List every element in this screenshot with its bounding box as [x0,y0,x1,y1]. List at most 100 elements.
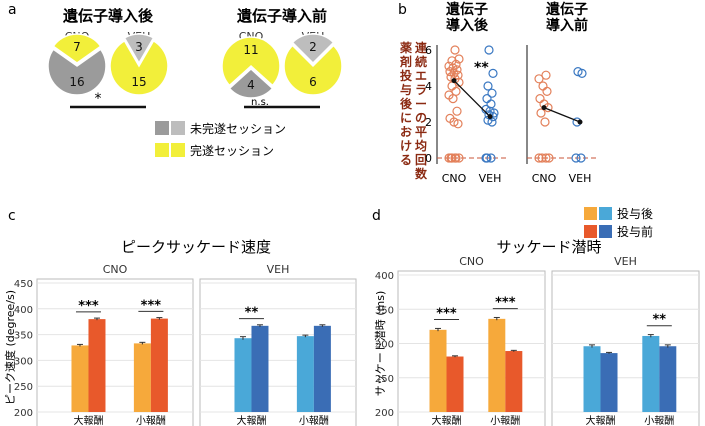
scatter-ylabel-char: お [400,125,412,139]
pie-wedge [291,33,335,65]
bar-ylabel: ピーク速度 (degree/s) [3,290,17,405]
pie-value-label: 11 [243,43,258,57]
bar [505,351,523,412]
bar-ytick-label: 300 [375,340,394,351]
pie-legend-swatch [155,143,169,157]
bar-category-label: 小報酬 [299,415,329,426]
scatter-ylabel-char: 均 [415,138,427,153]
scatter-ylabel-char: 平 [415,125,427,139]
pie-value-label: 6 [309,75,317,89]
legend-swatch-veh-after [599,207,612,220]
scatter-point-cno [450,153,460,163]
scatter-point-cno [538,81,548,91]
legend-after-label: 投与後 [617,206,653,221]
scatter-point-veh [571,153,581,163]
significance-label: n.s. [251,97,269,108]
scatter-point-veh [576,153,586,163]
scatter-point-veh [482,93,492,104]
pie-wedge [109,39,169,96]
panel-label-b: b [398,2,407,18]
bar [251,325,269,412]
scatter-subplot-title: 遺伝子 [546,1,588,18]
scatter-point-veh [483,81,493,91]
scatter-point-cno [534,153,544,163]
scatter-mean-point [577,119,583,125]
pie-value-label: 3 [135,40,143,54]
scatter-point-cno [535,93,545,104]
scatter-point-cno [444,90,454,100]
pie-value-label: 15 [131,75,146,89]
significance-label: *** [78,299,99,314]
bar [600,353,618,412]
legend-before-label: 投与前 [617,224,653,239]
bar [296,336,314,412]
scatter-xtick-label: CNO [532,172,557,185]
bar [71,345,89,412]
bar-subplot-frame [397,270,546,426]
scatter-ylabel-char: 後 [400,96,413,111]
pie-wedge [228,67,274,99]
bar [313,325,331,412]
bar-category-label: 小報酬 [136,415,166,426]
pie-wedge [123,33,155,65]
bar [429,329,447,412]
scatter-ytick-label: 2 [425,116,432,129]
scatter-ylabel-char: 連 [415,40,428,55]
scatter-ylabel-char: け [400,139,412,153]
scatter-ylabel-char: の [415,111,427,125]
scatter-mean-point [451,78,457,84]
pie-value-label: 7 [73,40,81,54]
scatter-point-veh [488,68,498,79]
scatter-point-veh [486,153,496,163]
scatter-ylabel-char: 剤 [399,54,412,69]
scatter-ytick-label: 4 [425,80,432,93]
scatter-mean-line [543,106,581,123]
scatter-point-veh [482,153,492,163]
bar-ytick-label: 350 [14,331,33,342]
scatter-point-cno [537,153,547,163]
scatter-subplot-title: 導入後 [446,17,489,34]
scatter-ylabel-char: 与 [400,83,412,97]
bar-ytick-label: 200 [14,408,33,419]
significance-label: ** [653,313,667,328]
scatter-mean-point [541,105,547,111]
scatter-ylabel-char: に [400,111,412,125]
pie-legend-swatch [171,121,185,135]
scatter-ylabel-char: 続 [415,54,427,69]
pie-wedge [52,33,102,64]
pie-legend-label: 未完遂セッション [190,121,286,136]
panel-label-a: a [8,2,17,18]
pie-group-title: 遺伝子導入後 [62,7,154,25]
scatter-mean-line [453,80,491,118]
bar-subplot-frame [551,270,700,426]
pie-legend-swatch [155,121,169,135]
scatter-ylabel-char: る [400,153,412,167]
bar [133,343,151,412]
significance-label: ** [245,306,259,321]
bar-category-label: 大報酬 [432,414,462,426]
bar [150,318,168,412]
scatter-mean-point [487,114,493,120]
bar-category-label: 大報酬 [586,414,616,426]
scatter-point-cno [534,74,544,84]
bar-ylabel: サッケード潜時 (ms) [373,291,387,397]
panel-label-c: c [8,208,16,224]
scatter-point-cno [450,45,460,55]
bar-subplot-title: VEH [614,255,637,268]
bar-category-label: 大報酬 [236,414,266,426]
bar-ytick-label: 250 [375,374,394,385]
scatter-point-cno [452,106,462,116]
bar-ytick-label: 200 [375,408,394,419]
scatter-point-cno [454,54,464,64]
scatter-ytick-label: 0 [425,152,432,165]
scatter-point-cno [451,86,461,97]
scatter-xtick-label: VEH [569,172,592,185]
legend-swatch-cno-after [584,207,597,220]
bar [659,346,677,412]
bar-subplot-title: CNO [103,263,128,276]
scatter-point-cno [446,153,456,163]
pie-legend-swatch [171,143,185,157]
bar-ytick-label: 350 [375,305,394,316]
pie-group-title: 遺伝子導入前 [236,7,327,25]
